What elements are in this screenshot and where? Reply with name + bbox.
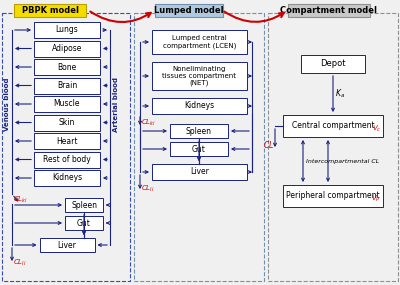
FancyBboxPatch shape (283, 115, 383, 137)
Text: $CL_{ki}$: $CL_{ki}$ (141, 118, 156, 128)
Text: Intercompartmental CL: Intercompartmental CL (306, 158, 380, 164)
Text: Noneliminating
tissues compartment
(NET): Noneliminating tissues compartment (NET) (162, 66, 236, 86)
FancyBboxPatch shape (283, 185, 383, 207)
Bar (2, 13, 130, 281)
FancyBboxPatch shape (34, 78, 100, 93)
FancyBboxPatch shape (34, 59, 100, 75)
FancyBboxPatch shape (34, 22, 100, 38)
FancyBboxPatch shape (170, 124, 228, 138)
Text: Brain: Brain (57, 81, 77, 90)
Text: Muscle: Muscle (54, 99, 80, 109)
Text: $CL$: $CL$ (264, 139, 274, 150)
Text: $CL_{ki}$: $CL_{ki}$ (13, 195, 28, 205)
FancyBboxPatch shape (301, 55, 365, 73)
Text: Gut: Gut (192, 144, 206, 154)
Text: $V_c$: $V_c$ (372, 124, 381, 134)
Text: Lumped central
compartment (LCEN): Lumped central compartment (LCEN) (163, 35, 236, 49)
Text: Lungs: Lungs (56, 25, 78, 34)
FancyBboxPatch shape (65, 216, 103, 230)
FancyBboxPatch shape (34, 152, 100, 168)
Text: Rest of body: Rest of body (43, 155, 91, 164)
Text: Spleen: Spleen (71, 201, 97, 209)
FancyBboxPatch shape (170, 142, 228, 156)
Text: $CL_{li}$: $CL_{li}$ (13, 258, 26, 268)
Text: Heart: Heart (56, 137, 78, 146)
Bar (134, 13, 264, 281)
FancyBboxPatch shape (152, 98, 247, 114)
FancyBboxPatch shape (40, 238, 94, 252)
Text: $V_P$: $V_P$ (371, 194, 381, 204)
Text: Spleen: Spleen (186, 127, 212, 135)
Text: Kidneys: Kidneys (184, 101, 214, 111)
Text: Gut: Gut (77, 219, 91, 227)
Text: Central compartment: Central compartment (292, 121, 374, 131)
FancyBboxPatch shape (34, 170, 100, 186)
FancyBboxPatch shape (152, 62, 247, 90)
Text: $CL_{li}$: $CL_{li}$ (141, 184, 154, 194)
Text: PBPK model: PBPK model (22, 6, 78, 15)
FancyBboxPatch shape (288, 4, 370, 17)
Text: Adipose: Adipose (52, 44, 82, 53)
Text: Lumped model: Lumped model (154, 6, 224, 15)
FancyBboxPatch shape (34, 133, 100, 149)
FancyBboxPatch shape (65, 198, 103, 212)
Text: Arterial blood: Arterial blood (113, 76, 119, 131)
Text: Venous blood: Venous blood (4, 77, 10, 131)
FancyBboxPatch shape (34, 40, 100, 56)
FancyBboxPatch shape (152, 164, 247, 180)
Text: Skin: Skin (59, 118, 75, 127)
Bar (268, 13, 398, 281)
Text: Liver: Liver (58, 241, 76, 249)
FancyBboxPatch shape (152, 30, 247, 54)
Text: Kidneys: Kidneys (52, 174, 82, 182)
FancyBboxPatch shape (155, 4, 223, 17)
FancyBboxPatch shape (34, 115, 100, 131)
FancyBboxPatch shape (34, 96, 100, 112)
Text: Bone: Bone (57, 62, 77, 72)
Text: Liver: Liver (190, 168, 209, 176)
Text: $K_a$: $K_a$ (335, 88, 345, 100)
Text: Peripheral compartment: Peripheral compartment (286, 192, 380, 201)
Text: Depot: Depot (320, 60, 346, 68)
Text: Compartment model: Compartment model (280, 6, 378, 15)
FancyBboxPatch shape (14, 4, 86, 17)
